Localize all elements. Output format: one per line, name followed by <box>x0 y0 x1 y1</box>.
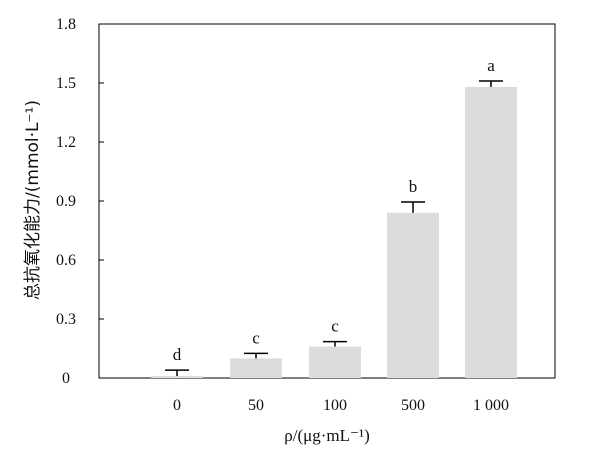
y-tick-label: 0.9 <box>56 193 76 210</box>
significance-letter: a <box>487 56 495 75</box>
bars-group <box>151 86 517 378</box>
bar <box>151 376 203 378</box>
significance-letter: c <box>331 317 339 336</box>
significance-letter: d <box>173 345 182 364</box>
x-tick-label: 1 000 <box>473 397 509 414</box>
y-tick-label: 1.8 <box>56 16 76 33</box>
bar <box>465 86 517 378</box>
x-axis-ticks: 0 50 100 500 1 000 <box>173 397 509 414</box>
y-tick-label: 0.3 <box>56 311 76 328</box>
x-tick-label: 0 <box>173 397 181 414</box>
bar <box>387 212 439 378</box>
x-tick-label: 50 <box>248 397 264 414</box>
y-axis-ticks: 0 0.3 0.6 0.9 1.2 1.5 1.8 <box>56 16 104 387</box>
y-tick-label: 1.2 <box>56 134 76 151</box>
bar <box>309 346 361 378</box>
y-tick-label: 0 <box>62 370 70 387</box>
significance-letters-group: d c c b a <box>173 56 495 364</box>
x-axis-label: ρ/(μg·mL⁻¹) <box>284 426 369 445</box>
error-bars-group <box>165 80 503 377</box>
significance-letter: c <box>252 328 260 347</box>
bar <box>230 358 282 378</box>
y-axis-label: 总抗氧化能力/(mmol·L⁻¹) <box>23 100 43 300</box>
x-tick-label: 100 <box>323 397 347 414</box>
significance-letter: b <box>409 177 418 196</box>
y-tick-label: 0.6 <box>56 252 76 269</box>
y-tick-label: 1.5 <box>56 75 76 92</box>
x-tick-label: 500 <box>401 397 425 414</box>
